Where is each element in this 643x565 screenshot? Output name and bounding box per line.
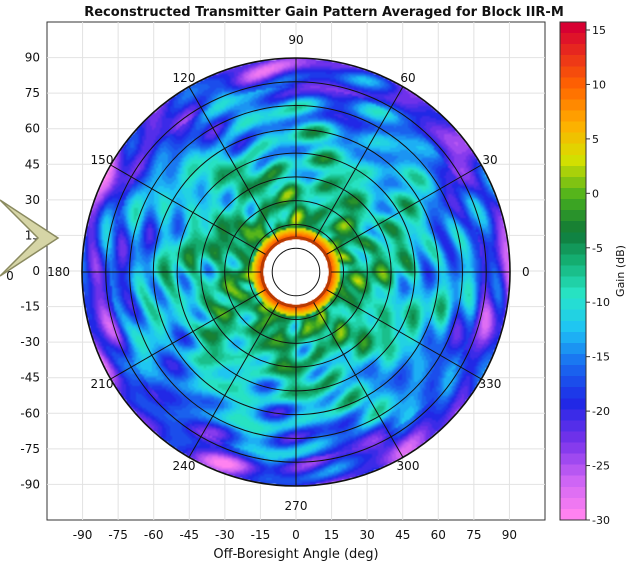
azimuth-label: 330 (479, 377, 502, 391)
colorbar (559, 21, 587, 521)
annotation-text: 0 (6, 269, 14, 283)
x-tick-label: -45 (179, 528, 199, 542)
x-tick-label: -15 (251, 528, 271, 542)
colorbar-tick-label: -15 (592, 351, 610, 364)
azimuth-label: 60 (400, 71, 415, 85)
y-tick-label: -75 (20, 442, 40, 456)
y-tick-label: -60 (20, 406, 40, 420)
azimuth-labels: 0 30 60 90 120 150 180 210 240 270 300 330 (47, 33, 530, 513)
azimuth-label: 270 (285, 499, 308, 513)
colorbar-tick-label: 5 (592, 133, 599, 146)
x-tick-labels: -90 -75 -60 -45 -30 -15 0 15 30 45 60 75 90 (73, 528, 517, 542)
azimuth-label: 30 (482, 153, 497, 167)
y-tick-label: 90 (25, 51, 40, 65)
y-tick-label: -90 (20, 477, 40, 491)
x-tick-label: 0 (292, 528, 300, 542)
azimuth-label: 240 (173, 459, 196, 473)
azimuth-spoke (313, 86, 404, 242)
azimuth-label: 300 (397, 459, 420, 473)
colorbar-tick-label: 10 (592, 78, 606, 91)
x-tick-label: 90 (502, 528, 517, 542)
azimuth-label: 120 (173, 71, 196, 85)
azimuth-spoke (326, 289, 482, 380)
azimuth-label: 0 (522, 265, 530, 279)
x-tick-label: 30 (360, 528, 375, 542)
radial-ring (271, 247, 321, 297)
y-tick-label: 45 (25, 157, 40, 171)
polar-grid (81, 57, 511, 487)
azimuth-spoke (110, 289, 266, 380)
colorbar-tick-label: -10 (592, 296, 610, 309)
azimuth-label: 150 (91, 153, 114, 167)
azimuth-spoke (188, 302, 279, 458)
chart-title: Reconstructed Transmitter Gain Pattern A… (84, 5, 564, 20)
colorbar-tick-label: -30 (592, 514, 610, 527)
x-tick-label: 45 (395, 528, 410, 542)
y-tick-label: -45 (20, 371, 40, 385)
x-tick-label: -30 (215, 528, 235, 542)
y-tick-label: 60 (25, 122, 40, 136)
colorbar-ticks: 15 10 5 0 -5 -10 -15 -20 -25 -30 (586, 24, 610, 527)
colorbar-label: Gain (dB) (614, 245, 627, 297)
x-tick-label: 75 (466, 528, 481, 542)
y-tick-label: 30 (25, 193, 40, 207)
y-tick-label: -30 (20, 335, 40, 349)
boresight-ring (260, 236, 332, 308)
x-tick-label: 60 (431, 528, 446, 542)
y-tick-label: 75 (25, 86, 40, 100)
chevron-arrow-icon (0, 199, 60, 277)
azimuth-label: 90 (288, 33, 303, 47)
azimuth-spoke (326, 164, 482, 255)
azimuth-label: 210 (91, 377, 114, 391)
colorbar-tick-label: 15 (592, 24, 606, 37)
y-tick-label: 0 (32, 264, 40, 278)
annotation-arrow: 0 (0, 199, 60, 283)
x-axis-label: Off-Boresight Angle (deg) (213, 547, 378, 562)
azimuth-spoke (313, 302, 404, 458)
x-tick-label: 15 (324, 528, 339, 542)
x-tick-label: -90 (73, 528, 93, 542)
azimuth-label: 180 (47, 265, 70, 279)
colorbar-tick-label: -25 (592, 460, 610, 473)
colorbar-tick-label: 0 (592, 187, 599, 200)
colorbar-tick-label: -20 (592, 405, 610, 418)
colorbar-tick-label: -5 (592, 242, 603, 255)
azimuth-spoke (110, 164, 266, 255)
azimuth-spoke (188, 86, 279, 242)
y-tick-label: -15 (20, 300, 40, 314)
x-tick-label: -60 (144, 528, 164, 542)
x-tick-label: -75 (108, 528, 128, 542)
